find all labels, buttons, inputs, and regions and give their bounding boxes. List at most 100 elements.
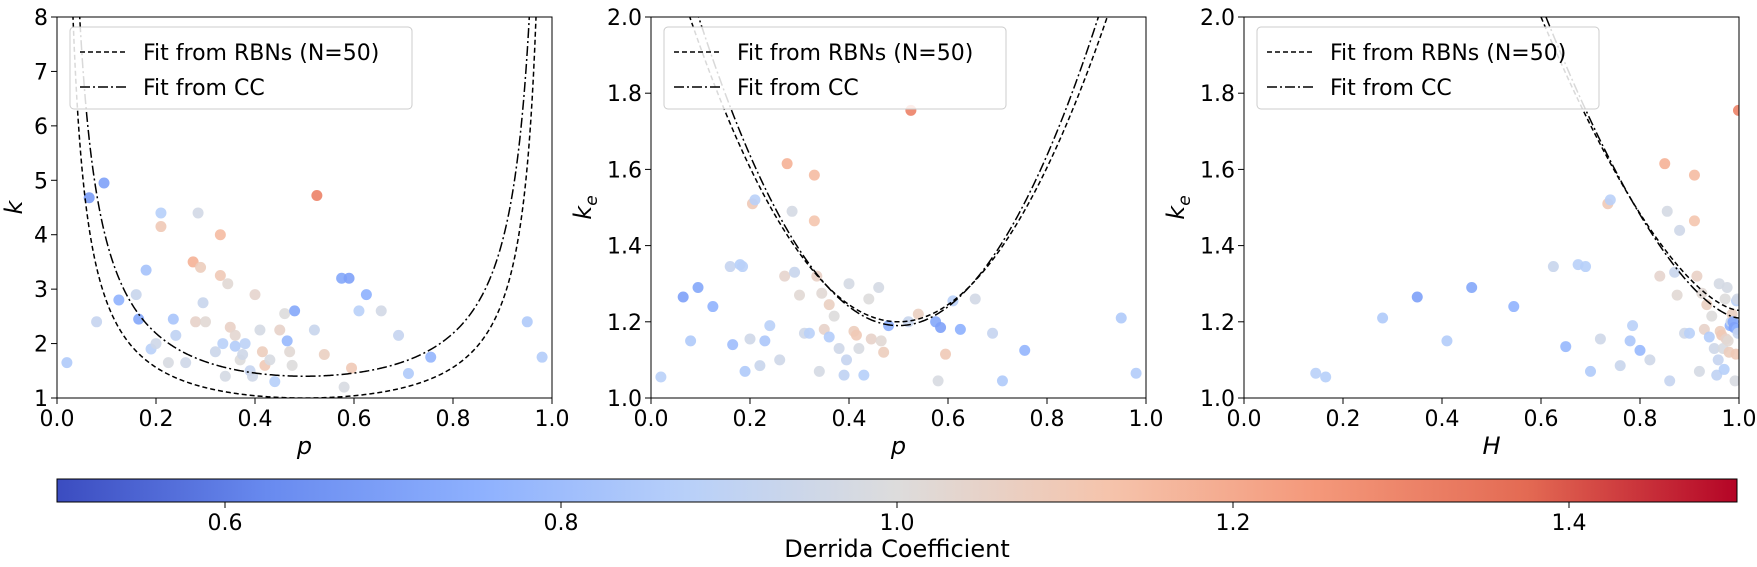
y-axis-label: k	[0, 199, 28, 214]
plot-frame	[56, 16, 553, 399]
data-point	[1466, 282, 1478, 294]
data-point	[1708, 342, 1720, 354]
data-point	[1560, 341, 1572, 353]
data-point	[794, 289, 805, 301]
x-tick-label: 0.6	[337, 407, 372, 432]
data-point	[655, 371, 667, 383]
data-point	[823, 331, 835, 343]
data-point	[1703, 331, 1715, 343]
data-point	[816, 287, 828, 299]
y-tick-label: 3	[34, 278, 48, 303]
data-point	[214, 270, 226, 282]
data-point	[739, 365, 751, 377]
data-point	[237, 348, 249, 360]
y-tick-label: 1.8	[1200, 82, 1235, 107]
x-tick-label: 0.6	[931, 407, 966, 432]
data-point	[803, 327, 815, 339]
colorbar-tick-label: 0.8	[544, 511, 579, 536]
data-point	[155, 221, 167, 233]
scatter-points	[61, 177, 548, 393]
data-point	[1377, 312, 1389, 324]
data-point	[813, 365, 825, 377]
data-point	[338, 381, 350, 393]
data-point	[536, 351, 548, 363]
data-point	[996, 375, 1008, 387]
data-point	[1115, 312, 1127, 324]
data-point	[954, 323, 966, 335]
data-point	[843, 278, 855, 290]
x-tick-label: 1.0	[535, 407, 570, 432]
data-point	[274, 324, 286, 336]
data-point	[1624, 335, 1636, 347]
data-point	[1441, 335, 1453, 347]
data-point	[677, 291, 689, 303]
data-point	[724, 261, 736, 273]
x-tick-label: 0.2	[139, 407, 174, 432]
data-point	[1130, 367, 1142, 379]
plot-frame	[1243, 16, 1740, 399]
data-point	[214, 229, 226, 241]
data-point	[133, 313, 145, 325]
data-point	[808, 215, 820, 227]
y-tick-label: 1.6	[1200, 158, 1235, 183]
colorbar-ticks: 0.6 0.8 1.0 1.2 1.4	[208, 502, 1587, 536]
data-point	[987, 327, 999, 339]
data-point	[1718, 363, 1730, 375]
x-tick-label: 0.2	[1326, 407, 1361, 432]
data-point	[91, 316, 103, 328]
x-tick-label: 1.0	[1129, 407, 1164, 432]
panels: 0.0 0.2 0.4 0.6 0.8 1.0 1 2 3 4 5 6 7 8 p k Fit from RBN…	[0, 6, 1757, 460]
y-tick-label: 6	[34, 115, 48, 140]
legend: Fit from RBNs (N=50) Fit from CC	[663, 26, 1007, 110]
data-point	[200, 316, 211, 328]
scatter-points	[655, 104, 1142, 387]
data-point	[912, 308, 924, 320]
data-point	[1732, 327, 1739, 339]
x-tick-label: 0.0	[1227, 407, 1262, 432]
data-point	[878, 346, 890, 358]
data-point	[1693, 365, 1705, 377]
data-point	[873, 282, 885, 294]
legend-box	[1256, 26, 1600, 110]
colorbar-tick-label: 1.2	[1216, 511, 1251, 536]
y-tick-label: 1.6	[607, 158, 642, 183]
y-tick-label: 2.0	[1200, 6, 1235, 31]
data-point	[1674, 224, 1686, 236]
data-point	[838, 369, 850, 381]
data-point	[1019, 344, 1031, 356]
data-point	[935, 322, 947, 334]
x-tick-label: 0.8	[1623, 407, 1658, 432]
data-point	[229, 340, 241, 352]
data-point	[217, 338, 229, 350]
legend-label: Fit from CC	[143, 76, 265, 101]
data-point	[786, 205, 798, 217]
data-point	[318, 348, 330, 360]
data-point	[1644, 354, 1656, 366]
data-point	[744, 333, 756, 345]
data-point	[685, 335, 697, 347]
data-point	[190, 316, 202, 328]
data-point	[779, 270, 791, 282]
data-point	[853, 342, 865, 354]
legend-label: Fit from RBNs (N=50)	[737, 41, 973, 66]
x-tick-label: 0.8	[1030, 407, 1065, 432]
data-point	[286, 359, 298, 371]
data-point	[774, 354, 786, 366]
data-point	[1664, 375, 1676, 387]
fit-rbn-curve	[688, 17, 1109, 323]
data-point	[289, 305, 301, 317]
data-point	[1691, 270, 1703, 282]
data-point	[284, 346, 296, 358]
colorbar-gradient	[56, 478, 1738, 503]
data-point	[1684, 327, 1695, 339]
colorbar-tick-label: 1.4	[1552, 511, 1587, 536]
x-axis-label: H	[1482, 432, 1500, 460]
data-point	[1706, 310, 1718, 322]
data-point	[940, 348, 952, 360]
data-point	[311, 190, 323, 202]
y-tick-label: 4	[34, 224, 48, 249]
data-point	[343, 272, 355, 284]
plot-frame	[650, 16, 1147, 399]
y-tick-label: 2.0	[607, 6, 642, 31]
